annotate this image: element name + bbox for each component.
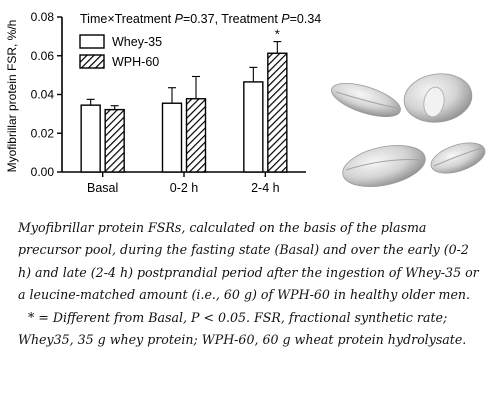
- legend-swatch-wph-60: [79, 54, 105, 69]
- title-treatment-p-symbol: P: [281, 12, 290, 26]
- wheat-grains-icon: [331, 73, 486, 187]
- bar-wph-60-2-4h: [267, 52, 288, 173]
- chart-title: Time×Treatment P=0.37, Treatment P=0.34: [80, 12, 321, 26]
- bar-whey-35-2-4h: [243, 81, 264, 173]
- plot-area: 0.00 0.02 0.04 0.06 0.08 Basal 0-2 h 2-4 h *: [31, 10, 306, 195]
- title-interaction-p-value: =0.37, Treatment: [183, 12, 281, 26]
- grain-4-crease: [433, 147, 483, 167]
- grain-3-shape: [342, 145, 426, 187]
- legend-label-whey-35: Whey-35: [112, 35, 162, 49]
- y-tick-label: 0.04: [31, 88, 55, 102]
- significance-marker: *: [275, 27, 280, 42]
- legend: Whey-35 WPH-60: [79, 34, 162, 69]
- y-tick-label: 0.02: [31, 126, 55, 140]
- title-interaction-label: Time×Treatment: [80, 12, 175, 26]
- caption-text: Myofibrillar protein FSRs, calculated on…: [18, 220, 479, 303]
- legend-label-wph-60: WPH-60: [112, 55, 159, 69]
- bar-whey-35-0-2h: [161, 102, 183, 173]
- x-tick-label: 0-2 h: [170, 181, 199, 195]
- title-treatment-p-value: =0.34: [290, 12, 322, 26]
- legend-swatch-whey-35: [79, 34, 105, 49]
- y-axis-label: Myofibrillar protein FSR, %/h: [5, 20, 19, 173]
- grain-2-crease: [423, 86, 445, 118]
- bar-wph-60-basal: [104, 108, 125, 173]
- bar-whey-35-basal: [80, 104, 101, 173]
- figure-caption: Myofibrillar protein FSRs, calculated on…: [18, 217, 480, 351]
- grain-1-crease: [335, 91, 399, 109]
- grain-4-shape: [430, 142, 486, 174]
- title-interaction-p-symbol: P: [175, 12, 184, 26]
- grain-3-crease: [345, 159, 423, 171]
- y-tick-label: 0.06: [31, 49, 55, 63]
- x-tick-label: 2-4 h: [251, 181, 280, 195]
- grain-1-shape: [331, 82, 401, 118]
- y-tick-label: 0.08: [31, 10, 55, 24]
- x-tick-label: Basal: [87, 181, 118, 195]
- y-tick-label: 0.00: [31, 165, 55, 179]
- bar-chart: Myofibrillar protein FSR, %/h Time×Treat…: [5, 10, 321, 195]
- caption-note: * = Different from Basal, P < 0.05. FSR,…: [18, 309, 467, 348]
- bar-wph-60-0-2h: [185, 98, 207, 173]
